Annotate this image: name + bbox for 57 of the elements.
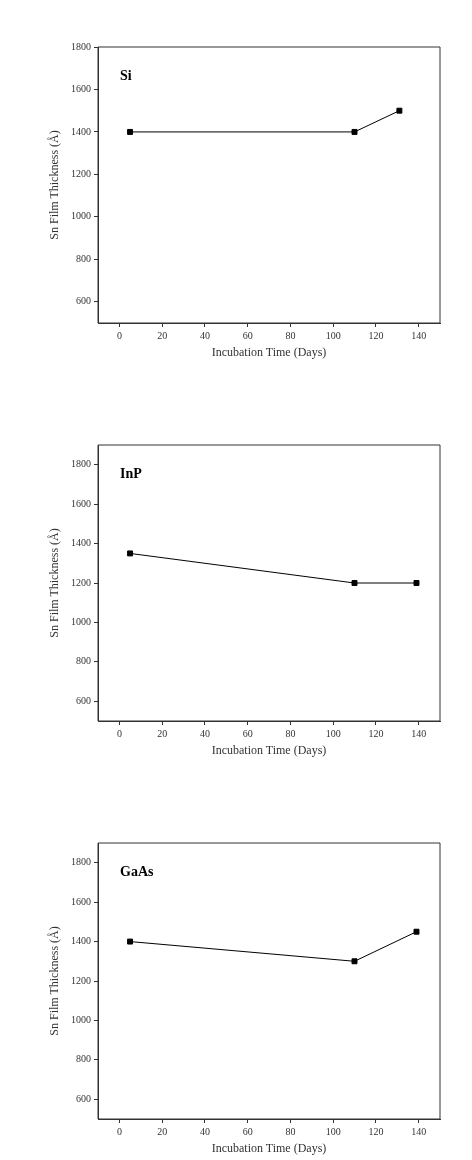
y-tick-label: 1600 (71, 83, 91, 95)
x-tick-label: 40 (199, 727, 210, 739)
x-tick-label: 40 (199, 1125, 210, 1137)
y-tick-label: 800 (76, 1053, 91, 1065)
x-tick-label: 0 (116, 727, 122, 739)
y-axis-title: Sn Film Thickness (Å) (47, 926, 62, 1036)
x-tick-label: 60 (242, 1125, 253, 1137)
x-tick-label: 100 (325, 329, 341, 341)
y-tick-label: 1000 (71, 210, 91, 222)
x-tick-label: 80 (285, 727, 296, 739)
x-tick-label: 120 (368, 1125, 384, 1137)
y-tick-label: 1200 (71, 974, 91, 986)
annotation: InP (120, 465, 143, 481)
y-tick-label: 1000 (71, 1014, 91, 1026)
y-tick-label: 1600 (71, 895, 91, 907)
x-tick-label: 0 (116, 329, 122, 341)
x-axis-title: Incubation Time (Days) (211, 742, 327, 757)
y-tick-label: 1200 (71, 576, 91, 588)
point (127, 938, 134, 945)
y-axis-title: Sn Film Thickness (Å) (47, 130, 62, 240)
point (413, 928, 420, 935)
x-tick-label: 140 (411, 329, 427, 341)
point (351, 958, 358, 965)
x-tick-label: 140 (411, 727, 427, 739)
y-tick-label: 600 (76, 1092, 91, 1104)
y-tick-label: 800 (76, 252, 91, 264)
y-tick-label: 1400 (71, 125, 91, 137)
x-tick-label: 20 (157, 727, 168, 739)
x-tick-label: 120 (368, 727, 384, 739)
x-tick-label: 140 (411, 1125, 427, 1137)
y-tick-label: 1200 (71, 168, 91, 180)
y-tick-label: 1400 (71, 537, 91, 549)
x-tick-label: 0 (116, 1125, 122, 1137)
x-tick-label: 20 (157, 329, 168, 341)
y-axis-title: Sn Film Thickness (Å) (47, 528, 62, 638)
x-axis-title: Incubation Time (Days) (211, 344, 327, 359)
x-tick-label: 60 (242, 727, 253, 739)
x-tick-label: 80 (285, 329, 296, 341)
x-tick-label: 20 (157, 1125, 168, 1137)
annotation: Si (120, 67, 132, 83)
y-tick-label: 600 (76, 694, 91, 706)
x-tick-label: 80 (285, 1125, 296, 1137)
annotation: GaAs (120, 863, 154, 879)
y-tick-label: 1600 (71, 497, 91, 509)
x-tick-label: 100 (325, 1125, 341, 1137)
x-tick-label: 120 (368, 329, 384, 341)
y-tick-label: 1000 (71, 616, 91, 628)
y-tick-label: 600 (76, 295, 91, 307)
x-tick-label: 60 (242, 329, 253, 341)
x-axis-title: Incubation Time (Days) (211, 1140, 327, 1155)
x-tick-label: 40 (199, 329, 210, 341)
x-tick-label: 100 (325, 727, 341, 739)
y-tick-label: 1800 (71, 856, 91, 868)
y-tick-label: 1400 (71, 935, 91, 947)
y-tick-label: 800 (76, 655, 91, 667)
y-tick-label: 1800 (71, 40, 91, 52)
y-tick-label: 1800 (71, 458, 91, 470)
